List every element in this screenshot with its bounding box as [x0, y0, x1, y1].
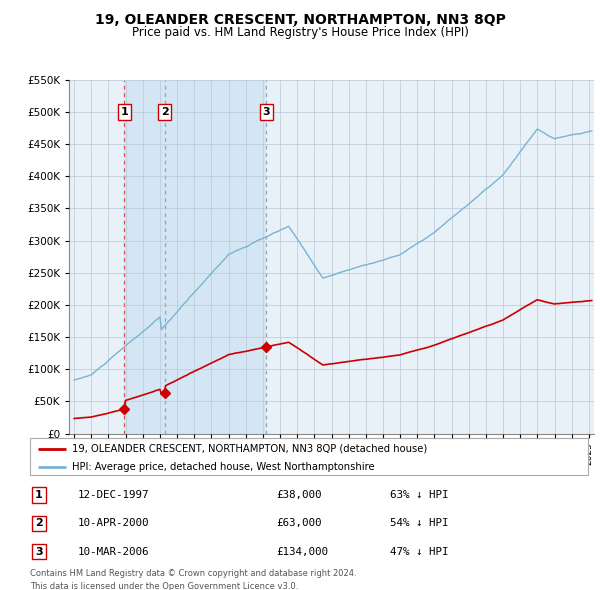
Text: 12-DEC-1997: 12-DEC-1997 — [78, 490, 149, 500]
Text: HPI: Average price, detached house, West Northamptonshire: HPI: Average price, detached house, West… — [72, 462, 374, 472]
Text: 3: 3 — [262, 107, 270, 117]
Text: Price paid vs. HM Land Registry's House Price Index (HPI): Price paid vs. HM Land Registry's House … — [131, 26, 469, 39]
Text: £38,000: £38,000 — [276, 490, 322, 500]
Text: 2: 2 — [35, 519, 43, 528]
Text: £134,000: £134,000 — [276, 547, 328, 556]
Text: Contains HM Land Registry data © Crown copyright and database right 2024.: Contains HM Land Registry data © Crown c… — [30, 569, 356, 578]
Text: 2: 2 — [161, 107, 169, 117]
Bar — [124, 80, 165, 434]
Text: This data is licensed under the Open Government Licence v3.0.: This data is licensed under the Open Gov… — [30, 582, 298, 590]
FancyBboxPatch shape — [30, 438, 588, 475]
Text: 1: 1 — [35, 490, 43, 500]
Text: 19, OLEANDER CRESCENT, NORTHAMPTON, NN3 8QP (detached house): 19, OLEANDER CRESCENT, NORTHAMPTON, NN3 … — [72, 444, 427, 454]
Text: 47% ↓ HPI: 47% ↓ HPI — [390, 547, 449, 556]
Text: 10-MAR-2006: 10-MAR-2006 — [78, 547, 149, 556]
Text: 10-APR-2000: 10-APR-2000 — [78, 519, 149, 528]
Text: 1: 1 — [121, 107, 128, 117]
Text: £63,000: £63,000 — [276, 519, 322, 528]
Text: 54% ↓ HPI: 54% ↓ HPI — [390, 519, 449, 528]
Text: 19, OLEANDER CRESCENT, NORTHAMPTON, NN3 8QP: 19, OLEANDER CRESCENT, NORTHAMPTON, NN3 … — [95, 13, 505, 27]
Text: 3: 3 — [35, 547, 43, 556]
Bar — [165, 80, 266, 434]
Text: 63% ↓ HPI: 63% ↓ HPI — [390, 490, 449, 500]
